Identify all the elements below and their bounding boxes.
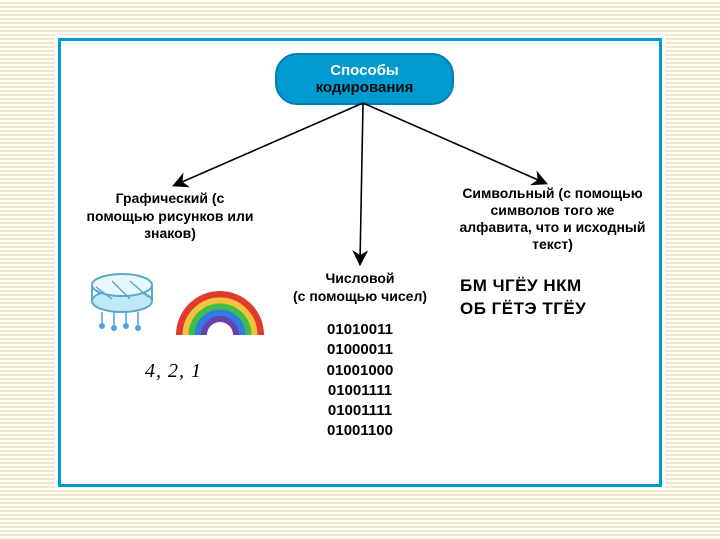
binary-line: 01010011 <box>300 320 420 340</box>
binary-line: 01000011 <box>300 340 420 360</box>
col-graphic-title: Графический (с помощью рисунков или знак… <box>80 190 260 243</box>
col-numeric-title: Числовой(с помощью чисел) <box>270 270 450 305</box>
binary-line: 01001000 <box>300 361 420 381</box>
col-symbolic-title: Символьный (с помощью символов того же а… <box>455 185 650 253</box>
symbolic-line: ОБ ГЁТЭ ТГЁУ <box>460 298 650 321</box>
diagram-frame: Способы кодирования Графический (с помощ… <box>55 35 665 490</box>
binary-line: 01001100 <box>300 421 420 441</box>
symbolic-block: БМ ЧГЁУ НКМОБ ГЁТЭ ТГЁУ <box>460 275 650 321</box>
root-node: Способы кодирования <box>275 53 454 105</box>
root-line-2: кодирования <box>277 79 452 96</box>
drum-icon <box>92 274 152 330</box>
graphic-numbers-label: 4, 2, 1 <box>145 360 202 383</box>
graphic-examples <box>80 265 270 365</box>
root-line-1: Способы <box>277 62 452 79</box>
binary-line: 01001111 <box>300 401 420 421</box>
binary-line: 01001111 <box>300 381 420 401</box>
binary-block: 0101001101000011010010000100111101001111… <box>300 320 420 442</box>
symbolic-line: БМ ЧГЁУ НКМ <box>460 275 650 298</box>
graphic-icons-svg <box>80 265 270 365</box>
rainbow-icon <box>175 295 265 355</box>
